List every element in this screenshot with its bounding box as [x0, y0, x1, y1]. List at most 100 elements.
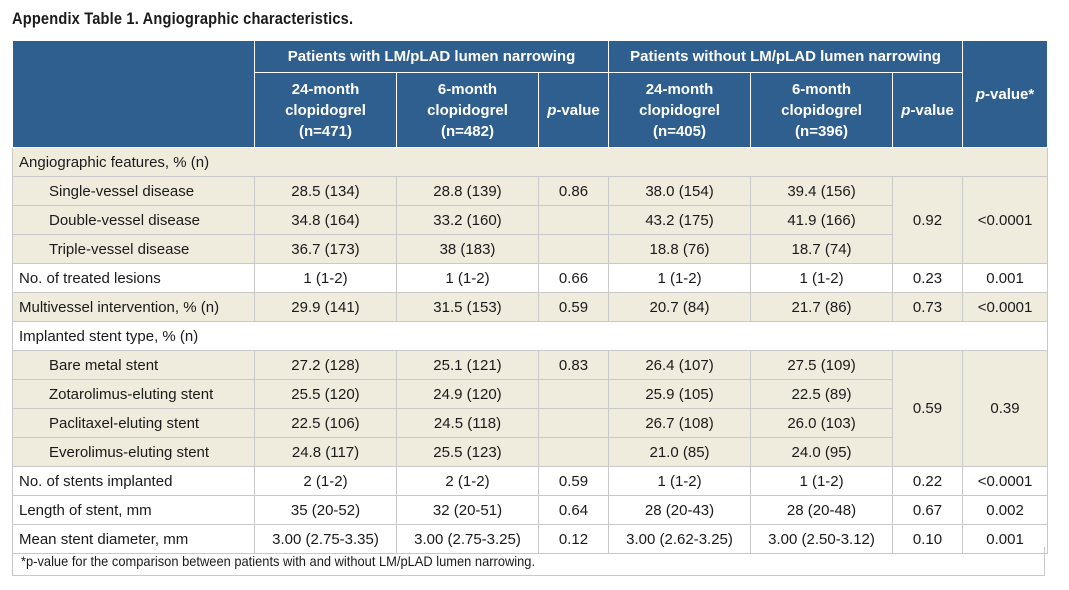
row-label: Triple-vessel disease: [12, 234, 255, 264]
cell: 27.2 (128): [254, 350, 397, 380]
header-pvalue-without: p-value: [892, 72, 964, 148]
cell: 34.8 (164): [254, 205, 397, 235]
cell: 0.59: [537, 466, 610, 496]
header-col-24m-with: 24-month clopidogrel (n=471): [254, 72, 397, 148]
cell-stent-p-without: 0.59: [892, 350, 964, 467]
row-label: Length of stent, mm: [12, 495, 255, 525]
cell-empty: [537, 205, 610, 235]
header-pvalue-overall: p-value*: [962, 40, 1049, 148]
cell: 26.4 (107): [608, 350, 752, 380]
cell: 0.002: [962, 495, 1049, 525]
cell: 0.64: [537, 495, 610, 525]
row-label: Bare metal stent: [12, 350, 255, 380]
cell: 0.10: [892, 524, 964, 554]
cell: 26.7 (108): [608, 408, 752, 438]
cell: 3.00 (2.50-3.12): [750, 524, 894, 554]
header-col-24m-without: 24-month clopidogrel (n=405): [608, 72, 752, 148]
cell: 0.001: [962, 263, 1049, 293]
cell-vessel-p-without: 0.92: [892, 176, 964, 264]
cell: 1 (1-2): [396, 263, 539, 293]
cell: 21.0 (85): [608, 437, 752, 467]
cell: 26.0 (103): [750, 408, 894, 438]
cell: 24.8 (117): [254, 437, 397, 467]
section-stent-type: Implanted stent type, % (n): [11, 321, 1049, 351]
row-label: Single-vessel disease: [12, 176, 255, 206]
cell: 25.5 (123): [396, 437, 539, 467]
cell: 1 (1-2): [750, 263, 894, 293]
cell: 31.5 (153): [396, 292, 539, 322]
header-group-with: Patients with LM/pLAD lumen narrowing: [253, 40, 610, 73]
header-pvalue-with: p-value: [537, 72, 610, 148]
cell: 0.22: [892, 466, 964, 496]
cell: 36.7 (173): [254, 234, 397, 264]
cell: 0.23: [892, 263, 964, 293]
cell: 0.66: [537, 263, 610, 293]
cell: 21.7 (86): [750, 292, 894, 322]
row-label: No. of treated lesions: [12, 263, 255, 293]
cell: 20.7 (84): [608, 292, 752, 322]
cell: 3.00 (2.62-3.25): [608, 524, 752, 554]
cell: 2 (1-2): [254, 466, 397, 496]
cell: 0.59: [537, 292, 610, 322]
row-label: Double-vessel disease: [12, 205, 255, 235]
cell: 0.86: [537, 176, 610, 206]
row-label: Multivessel intervention, % (n): [12, 292, 255, 322]
cell: 0.12: [537, 524, 610, 554]
cell: 28.8 (139): [396, 176, 539, 206]
row-label: Zotarolimus-eluting stent: [12, 379, 255, 409]
cell: 25.5 (120): [254, 379, 397, 409]
section-angiographic: Angiographic features, % (n): [11, 147, 1049, 177]
cell: 28 (20-48): [750, 495, 894, 525]
table-title: Appendix Table 1. Angiographic character…: [12, 9, 354, 28]
row-label: No. of stents implanted: [12, 466, 255, 496]
cell: 41.9 (166): [750, 205, 894, 235]
cell: 24.0 (95): [750, 437, 894, 467]
cell: 18.8 (76): [608, 234, 752, 264]
cell: 25.9 (105): [608, 379, 752, 409]
cell-vessel-p-overall: <0.0001: [962, 176, 1049, 264]
table-footnote: *p-value for the comparison between pati…: [12, 547, 1045, 576]
cell: 0.73: [892, 292, 964, 322]
cell: 22.5 (106): [254, 408, 397, 438]
cell: 22.5 (89): [750, 379, 894, 409]
cell: 1 (1-2): [608, 263, 752, 293]
cell: 38 (183): [396, 234, 539, 264]
cell: 25.1 (121): [396, 350, 539, 380]
cell: 24.5 (118): [396, 408, 539, 438]
footnote-text: *p-value for the comparison between pati…: [21, 553, 536, 569]
row-label: Mean stent diameter, mm: [12, 524, 255, 554]
cell: 29.9 (141): [254, 292, 397, 322]
cell: 0.001: [962, 524, 1049, 554]
cell: 28.5 (134): [254, 176, 397, 206]
cell: 2 (1-2): [396, 466, 539, 496]
cell-stent-p-overall: 0.39: [962, 350, 1049, 467]
cell: 24.9 (120): [396, 379, 539, 409]
cell: <0.0001: [962, 466, 1049, 496]
cell: 28 (20-43): [608, 495, 752, 525]
row-label: Paclitaxel-eluting stent: [12, 408, 255, 438]
cell: 0.67: [892, 495, 964, 525]
cell-empty: [537, 437, 610, 467]
cell: 35 (20-52): [254, 495, 397, 525]
cell: 1 (1-2): [254, 263, 397, 293]
cell: 38.0 (154): [608, 176, 752, 206]
cell: 32 (20-51): [396, 495, 539, 525]
header-col-6m-with: 6-month clopidogrel (n=482): [396, 72, 539, 148]
cell: <0.0001: [962, 292, 1049, 322]
header-corner: [12, 40, 255, 148]
cell: 33.2 (160): [396, 205, 539, 235]
cell-empty: [537, 408, 610, 438]
cell-empty: [537, 379, 610, 409]
cell-empty: [537, 234, 610, 264]
header-group-without: Patients without LM/pLAD lumen narrowing: [608, 40, 964, 73]
cell: 0.83: [537, 350, 610, 380]
cell: 43.2 (175): [608, 205, 752, 235]
angiographic-table: Patients with LM/pLAD lumen narrowing Pa…: [11, 40, 1049, 554]
cell: 1 (1-2): [750, 466, 894, 496]
row-label: Everolimus-eluting stent: [12, 437, 255, 467]
cell: 3.00 (2.75-3.25): [396, 524, 539, 554]
header-col-6m-without: 6-month clopidogrel (n=396): [750, 72, 894, 148]
cell: 1 (1-2): [608, 466, 752, 496]
cell: 18.7 (74): [750, 234, 894, 264]
cell: 39.4 (156): [750, 176, 894, 206]
